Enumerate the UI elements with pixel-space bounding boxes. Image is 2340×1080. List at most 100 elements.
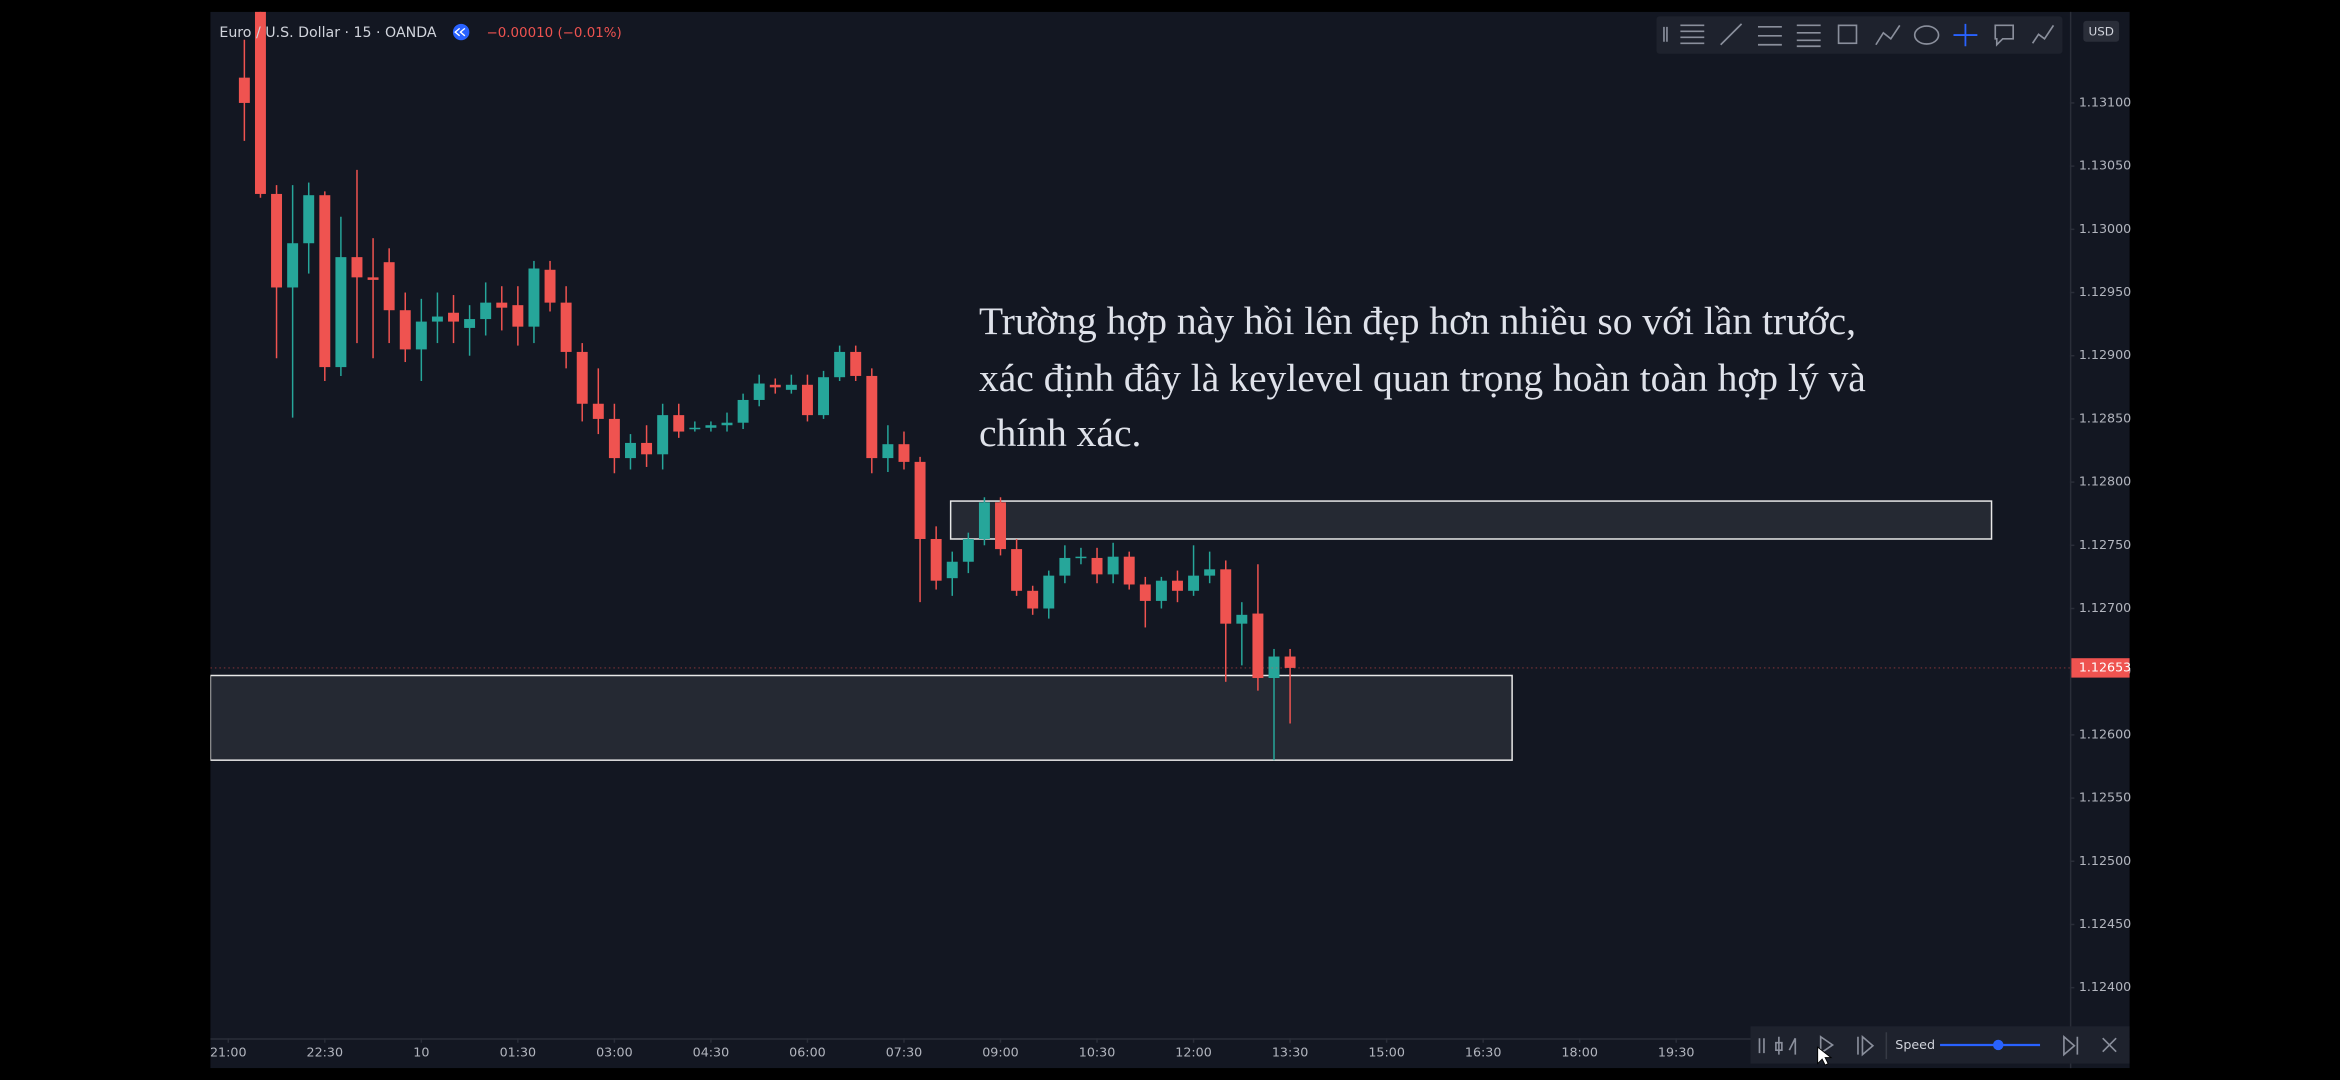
replay-skip[interactable] [2063,1034,2079,1057]
replay-play[interactable] [1819,1035,1835,1055]
x-tick-label: 12:00 [1175,1045,1212,1060]
tool-trendline[interactable] [1720,23,1743,46]
x-tick-label: 16:30 [1465,1045,1502,1060]
candle-body [995,502,1006,550]
candle-body [689,427,701,430]
candle-body [930,538,942,581]
y-tick-label: 1.12950 [2079,284,2131,299]
candle-body [1204,569,1216,576]
x-tick-label: 15:00 [1368,1045,1405,1060]
y-tick-label: 1.12500 [2079,853,2131,868]
candle-body [1107,556,1119,575]
tool-forecast[interactable] [2031,24,2055,44]
candle-body [1236,614,1248,624]
candle-body [431,316,443,322]
replay-bar: Speed [1750,1026,2130,1064]
candle-body [576,351,588,404]
candle-body [801,384,813,416]
replay-icon-glyph [454,27,466,37]
x-tick-label: 04:30 [693,1045,730,1060]
candle-body [415,321,427,350]
y-tick-label: 1.13100 [2079,94,2131,109]
tool-channel[interactable] [1757,26,1782,46]
candle-body [753,383,765,400]
candle-body [560,302,572,352]
key-level-zone [210,674,1513,761]
tool-crosshair[interactable] [1953,23,1978,47]
candle-body [335,257,347,368]
candle-body [544,269,556,303]
speed-knob[interactable] [1993,1039,2004,1051]
last-price-badge [2071,658,2130,678]
candle-body [1172,580,1183,591]
candle-body [383,262,395,311]
x-tick-label: 10:30 [1079,1045,1116,1060]
x-tick-label: 18:00 [1561,1045,1598,1060]
candle-body [528,268,540,327]
replay-close[interactable] [2102,1037,2117,1053]
y-tick-label: 1.12600 [2079,726,2131,741]
x-tick-label: 13:30 [1272,1045,1309,1060]
candle-body [464,319,476,328]
tool-path[interactable] [1875,24,1901,46]
drawing-toolbar [1656,16,2063,54]
y-tick-label: 1.13000 [2079,221,2131,236]
x-tick-label: 22:30 [307,1045,344,1060]
y-tick-label: 1.12850 [2079,410,2131,425]
candle-body [1268,656,1280,679]
tool-ellipse[interactable] [1913,25,1940,45]
toolbar-bg [1656,16,2063,54]
mouse-cursor [1817,1046,1833,1066]
candle-body [737,399,749,423]
currency-badge[interactable] [2083,20,2120,42]
candle-body [785,384,797,390]
candle-body [496,302,508,308]
candle-body [882,444,894,459]
candle-body [850,351,862,376]
candle-body [946,561,958,579]
candle-body [319,195,331,368]
tool-rectangle[interactable] [1837,24,1858,45]
candle-body [641,442,653,455]
candle-body [1252,613,1264,679]
currency-label: USD [2088,25,2113,39]
candle-body [303,195,315,244]
x-tick-label: 03:00 [596,1045,633,1060]
candle-body [592,403,604,419]
x-tick-label: 09:00 [982,1045,1019,1060]
replay-grip [1758,1038,1765,1054]
candle-body [866,375,878,459]
axes: 1.12400 1.12450 1.12500 1.12550 1.12600 1.126… [210,94,2131,1059]
y-tick-label: 1.12700 [2079,600,2131,615]
candle-body [254,11,266,194]
candle-body [1091,557,1103,575]
candle-body [512,305,524,327]
replay-step[interactable] [1857,1034,1875,1057]
y-tick-label: 1.12800 [2079,474,2131,489]
speed-label: Speed [1895,1037,1935,1052]
y-tick-label: 1.12750 [2079,537,2131,552]
candle-body [608,418,620,459]
candle-body [978,502,990,539]
candle-body [367,277,379,280]
tool-fib[interactable] [1680,24,1705,45]
y-tick-label: 1.12900 [2079,347,2131,362]
candle-body [625,442,636,459]
candle-body [1059,557,1071,576]
tool-callout[interactable] [1994,24,2014,47]
replay-jump[interactable] [1775,1036,1797,1055]
candle-body [673,415,685,432]
candle-body [448,312,459,322]
candle-body [1284,656,1296,668]
candle-body [1188,575,1200,591]
tool-pitchfork[interactable] [1796,24,1821,48]
symbol-title: Euro / U.S. Dollar · 15 · OANDA [219,25,437,41]
candle-body [1139,584,1151,601]
annotation-line: xác định đây là keylevel quan trọng hoàn… [979,356,1866,400]
toolbar-grip [1663,26,1668,42]
candle-body [962,538,974,562]
candle-body [721,422,733,426]
candle-body [1220,569,1232,624]
candle-body [834,351,846,378]
candle-body [287,243,299,288]
